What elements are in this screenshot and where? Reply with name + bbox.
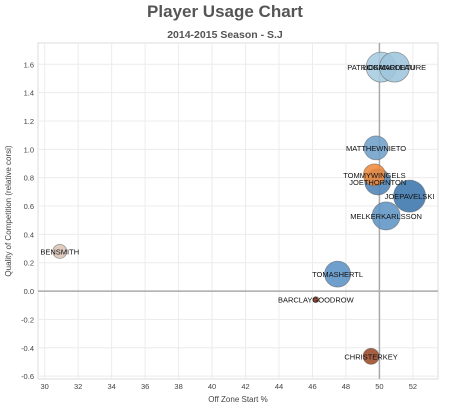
x-tick-label: 44 bbox=[275, 382, 283, 391]
point-label: LOGANCOUTURE bbox=[363, 63, 426, 72]
y-tick-label: 1.4 bbox=[24, 89, 34, 98]
x-tick-label: 30 bbox=[41, 382, 49, 391]
y-tick-label: 1.0 bbox=[24, 145, 34, 154]
y-tick-label: -0.4 bbox=[21, 344, 34, 353]
x-tick-label: 48 bbox=[342, 382, 350, 391]
data-point-logancouture bbox=[379, 51, 410, 83]
data-point-matthewnieto bbox=[363, 135, 389, 161]
y-tick-label: 0.2 bbox=[24, 259, 34, 268]
x-tick-label: 32 bbox=[74, 382, 82, 391]
chart-subtitle: 2014-2015 Season - S.J bbox=[167, 29, 283, 41]
data-point-tommywingels bbox=[363, 163, 386, 187]
point-label: TOMMYWINGELS bbox=[343, 171, 405, 180]
y-tick-label: -0.2 bbox=[21, 315, 34, 324]
y-tick-label: 0.8 bbox=[24, 174, 34, 183]
point-label: PATRICKMARLEAU bbox=[347, 63, 415, 72]
x-tick-label: 36 bbox=[141, 382, 149, 391]
y-tick-label: 1.2 bbox=[24, 117, 34, 126]
point-label: MATTHEWNIETO bbox=[346, 144, 406, 153]
point-label: BENSMITH bbox=[40, 247, 79, 256]
point-label: BARCLAYGOODROW bbox=[278, 296, 355, 305]
x-tick-label: 50 bbox=[375, 382, 383, 391]
y-tick-label: 0.6 bbox=[24, 202, 34, 211]
x-axis-ticks: 30 32 34 36 38 40 42 44 46 48 50 52 bbox=[41, 382, 418, 391]
data-point-christerkey bbox=[362, 347, 380, 365]
point-label: TOMASHERTL bbox=[312, 270, 363, 279]
data-point-tomashertl bbox=[324, 260, 351, 288]
data-point-melkerkarlsson bbox=[371, 201, 401, 231]
y-tick-label: 0.0 bbox=[24, 287, 34, 296]
y-axis-ticks: -0.6 -0.4 -0.2 0.0 0.2 0.4 0.6 0.8 1.0 1.2 1.4 1.6 bbox=[21, 60, 34, 381]
x-tick-label: 52 bbox=[409, 382, 417, 391]
x-tick-label: 38 bbox=[174, 382, 182, 391]
point-label: CHRISTERKEY bbox=[344, 352, 397, 361]
data-point-joepavelski bbox=[393, 179, 426, 213]
y-tick-label: -0.6 bbox=[21, 372, 34, 381]
x-tick-label: 42 bbox=[241, 382, 249, 391]
point-label: JOETHORNTON bbox=[349, 178, 406, 187]
point-label: JOEPAVELSKI bbox=[385, 192, 435, 201]
y-tick-label: 1.6 bbox=[24, 60, 34, 69]
y-axis-label: Quality of Competition (relative corsi) bbox=[4, 145, 13, 276]
x-tick-label: 46 bbox=[308, 382, 316, 391]
chart-title: Player Usage Chart bbox=[147, 2, 303, 21]
data-point-barclaygoodrow bbox=[312, 296, 320, 304]
plot-area bbox=[37, 42, 439, 380]
y-tick-label: 0.4 bbox=[24, 230, 34, 239]
data-points bbox=[52, 51, 426, 365]
x-tick-label: 34 bbox=[107, 382, 115, 391]
x-tick-label: 40 bbox=[208, 382, 216, 391]
x-axis-label: Off Zone Start % bbox=[208, 395, 267, 404]
point-label: MELKERKARLSSON bbox=[350, 212, 422, 221]
data-point-bensmith bbox=[52, 244, 68, 259]
